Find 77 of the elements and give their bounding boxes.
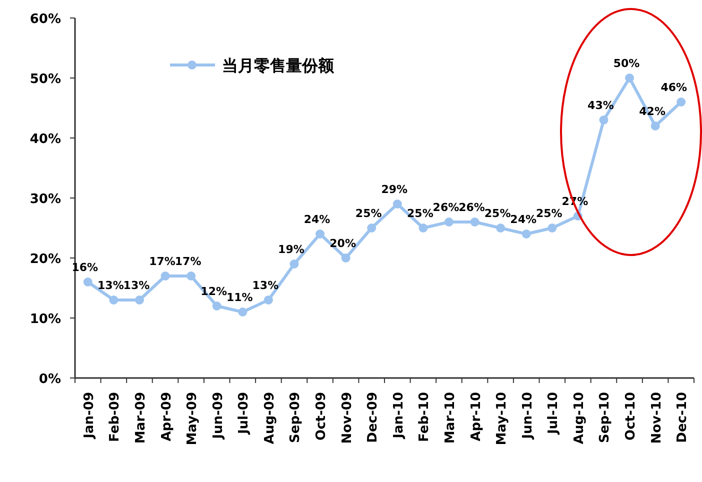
point	[290, 260, 299, 268]
point	[160, 272, 170, 280]
point	[238, 308, 248, 316]
text: 42%	[639, 105, 666, 118]
text: 50%	[613, 57, 640, 70]
x-tick-label: Jun-10	[520, 392, 536, 440]
x-tick-label: Jan-10	[391, 392, 406, 440]
point	[444, 218, 454, 226]
x-tick-label: Nov-10	[649, 392, 664, 444]
x-tick-label: Mar-09	[133, 392, 148, 444]
text: 43%	[588, 99, 614, 112]
y-tick-label: 60%	[30, 12, 61, 27]
x-tick-label: May-10	[494, 392, 510, 446]
x-tick-label: Feb-09	[108, 392, 123, 442]
text: 25%	[355, 207, 382, 220]
x-tick-label: Feb-10	[417, 392, 432, 442]
x-tick-label: Aug-10	[572, 392, 587, 444]
text: 13%	[252, 279, 279, 292]
y-tick-label: 30%	[30, 192, 61, 207]
text: 13%	[98, 279, 124, 292]
y-tick-label: 40%	[30, 132, 61, 147]
point	[264, 296, 273, 304]
x-tick-label: Sep-09	[288, 392, 304, 443]
point	[522, 230, 531, 238]
text: 11%	[226, 291, 253, 304]
text: 17%	[174, 255, 202, 268]
legend-label: 当月零售量份额	[222, 56, 335, 75]
x-tick-label: Aug-09	[262, 392, 278, 444]
text: 24%	[510, 213, 537, 226]
x-tick-label: Apr-10	[468, 392, 484, 442]
point	[341, 254, 350, 262]
point	[109, 296, 118, 304]
text: 25%	[536, 207, 562, 220]
text: 46%	[660, 81, 688, 94]
text: 19%	[278, 243, 304, 256]
x-tick-label: Jan-09	[82, 392, 97, 440]
y-tick-label: 50%	[30, 72, 61, 87]
point	[650, 122, 660, 130]
text: 29%	[381, 183, 408, 196]
point	[418, 224, 428, 232]
point	[676, 98, 686, 106]
x-tick-label: Oct-10	[624, 392, 639, 440]
point	[212, 302, 222, 310]
text: 26%	[432, 201, 460, 214]
text: 13%	[123, 279, 150, 292]
point	[625, 74, 634, 82]
text: 25%	[484, 207, 511, 220]
text: 17%	[149, 255, 176, 268]
x-tick-label: Apr-09	[159, 392, 174, 442]
x-tick-label: May-09	[185, 392, 200, 446]
point	[392, 200, 402, 208]
y-tick-label: 0%	[38, 372, 61, 387]
x-tick-label: Nov-09	[340, 392, 355, 444]
point	[496, 224, 506, 232]
x-tick-label: Jul-09	[236, 392, 252, 436]
point	[599, 116, 608, 124]
text: 25%	[407, 207, 434, 220]
x-tick-label: Dec-09	[366, 392, 381, 443]
text: 20%	[330, 237, 356, 250]
x-tick-label: Jun-09	[210, 392, 226, 440]
point	[367, 224, 376, 232]
text: 26%	[458, 201, 485, 214]
point	[316, 230, 325, 238]
point	[186, 272, 196, 280]
x-tick-label: Jul-10	[546, 392, 562, 436]
x-tick-label: Oct-09	[314, 392, 330, 440]
y-tick-label: 10%	[30, 312, 61, 327]
y-tick-label: 20%	[30, 252, 61, 267]
x-tick-label: Mar-10	[442, 392, 458, 444]
text: 12%	[200, 285, 228, 298]
point	[83, 278, 92, 286]
point	[134, 296, 144, 304]
x-tick-label: Dec-10	[675, 392, 690, 443]
point	[470, 218, 480, 226]
text: 24%	[304, 213, 330, 226]
x-tick-label: Sep-10	[598, 392, 613, 443]
point	[548, 224, 557, 232]
